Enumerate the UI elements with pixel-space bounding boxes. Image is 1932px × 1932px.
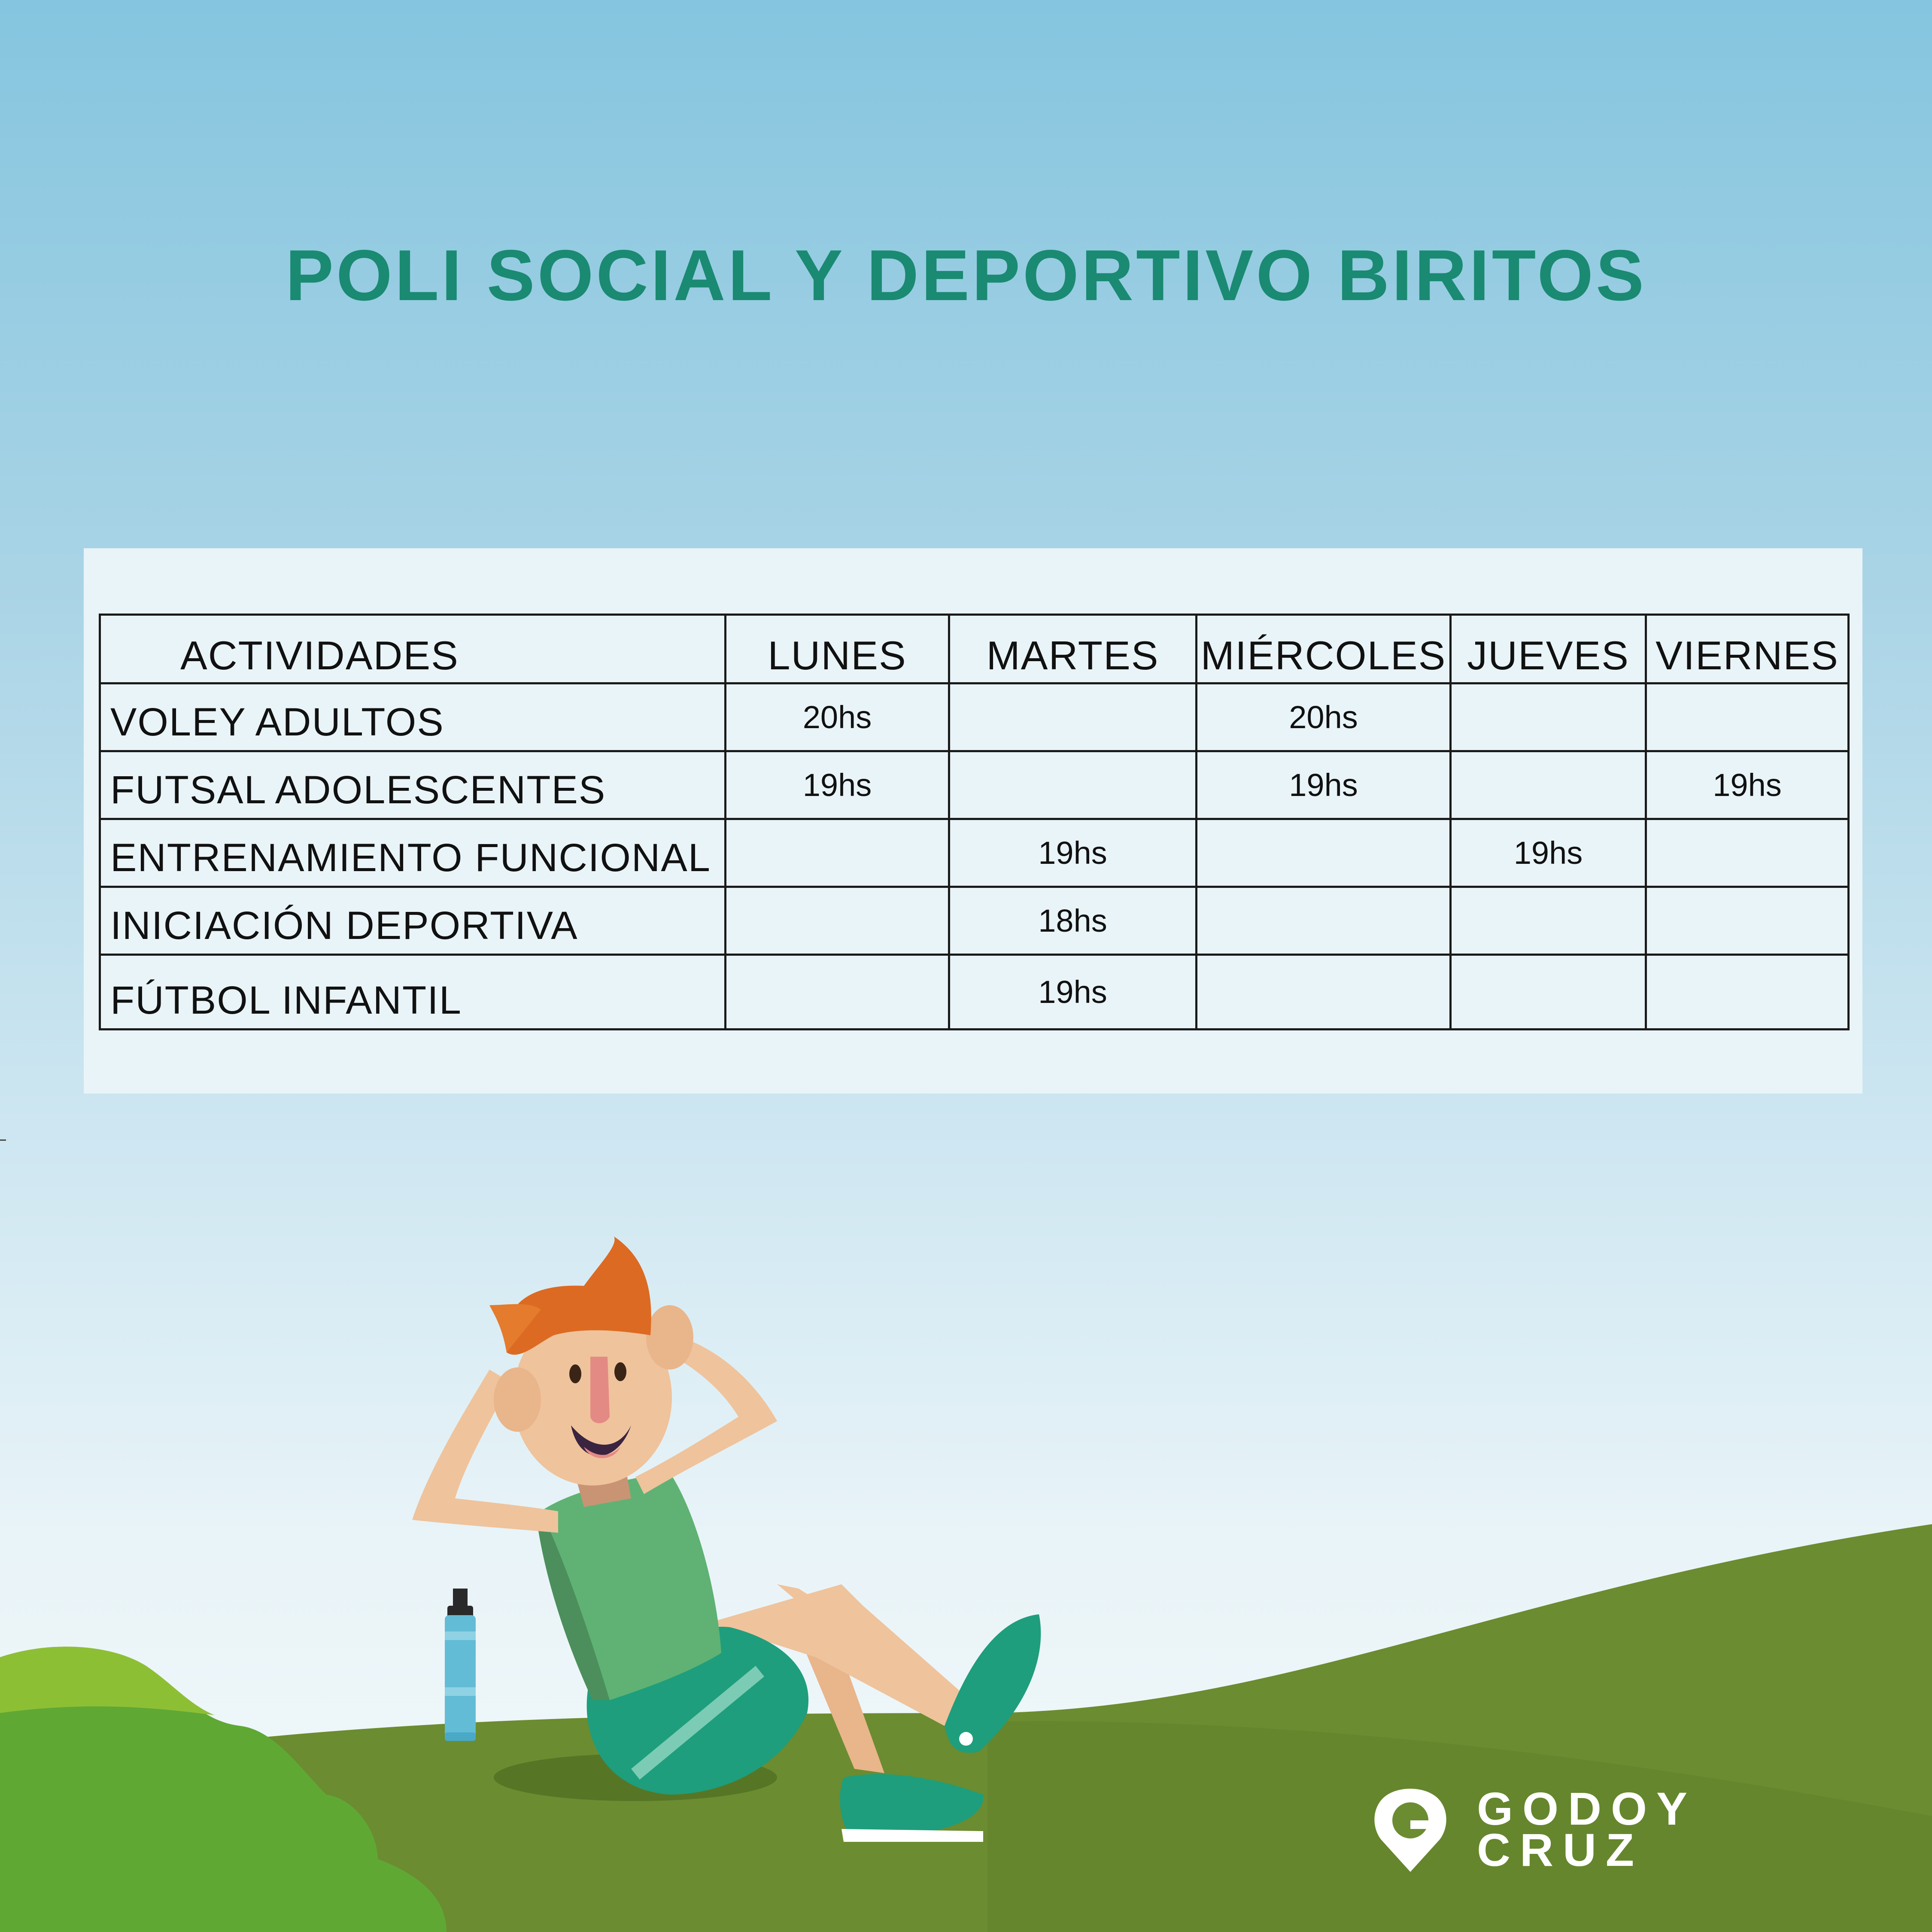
schedule-cell	[1195, 886, 1452, 956]
logo-text: GODOY CRUZ	[1477, 1783, 1697, 1876]
schedule-cell	[1449, 750, 1647, 820]
schedule-cell	[1449, 682, 1647, 752]
bush-icon	[0, 1646, 447, 1932]
divider	[0, 1139, 6, 1141]
column-header-lunes: LUNES	[724, 614, 950, 684]
schedule-cell	[1195, 954, 1452, 1030]
schedule-cell	[948, 750, 1197, 820]
table-row: FUTSAL ADOLESCENTES 19hs 19hs 19hs	[99, 750, 1850, 820]
schedule-cell	[724, 886, 950, 956]
schedule-cell: 20hs	[724, 682, 950, 752]
schedule-cell	[1645, 886, 1850, 956]
activity-name: ENTRENAMIENTO FUNCIONAL	[99, 818, 726, 888]
schedule-cell: 19hs	[1449, 818, 1647, 888]
schedule-cell	[1645, 682, 1850, 752]
schedule-cell	[1195, 818, 1452, 888]
schedule-table: ACTIVIDADES LUNES MARTES MIÉRCOLES JUEVE…	[99, 614, 1850, 1030]
activity-name: FUTSAL ADOLESCENTES	[99, 750, 726, 820]
table-row: ENTRENAMIENTO FUNCIONAL 19hs 19hs	[99, 818, 1850, 888]
godoy-cruz-logo: GODOY CRUZ	[1372, 1783, 1697, 1876]
schedule-cell	[1645, 818, 1850, 888]
location-pin-icon	[1374, 1789, 1446, 1872]
schedule-cell: 19hs	[948, 818, 1197, 888]
table-row: VOLEY ADULTOS 20hs 20hs	[99, 682, 1850, 752]
schedule-cell	[948, 682, 1197, 752]
column-header-jueves: JUEVES	[1449, 614, 1647, 684]
column-header-miercoles: MIÉRCOLES	[1195, 614, 1452, 684]
schedule-cell	[724, 818, 950, 888]
schedule-card: ACTIVIDADES LUNES MARTES MIÉRCOLES JUEVE…	[84, 548, 1862, 1094]
schedule-cell: 19hs	[724, 750, 950, 820]
table-header-row: ACTIVIDADES LUNES MARTES MIÉRCOLES JUEVE…	[99, 614, 1850, 684]
schedule-cell: 19hs	[1195, 750, 1452, 820]
logo-line-godoy: GODOY	[1477, 1783, 1697, 1835]
water-bottle-icon	[445, 1589, 476, 1741]
schedule-cell: 19hs	[1645, 750, 1850, 820]
schedule-cell: 18hs	[948, 886, 1197, 956]
page-title: POLI SOCIAL Y DEPORTIVO BIRITOS	[285, 235, 1647, 316]
schedule-cell	[1449, 954, 1647, 1030]
column-header-martes: MARTES	[948, 614, 1197, 684]
activity-name: FÚTBOL INFANTIL	[99, 954, 726, 1030]
schedule-cell	[1645, 954, 1850, 1030]
column-header-viernes: VIERNES	[1645, 614, 1850, 684]
activity-name: INICIACIÓN DEPORTIVA	[99, 886, 726, 956]
logo-line-cruz: CRUZ	[1477, 1824, 1643, 1876]
column-header-activities: ACTIVIDADES	[99, 614, 726, 684]
schedule-cell	[1449, 886, 1647, 956]
boy-doing-situps-icon	[412, 1236, 1041, 1842]
schedule-cell	[724, 954, 950, 1030]
table-row: INICIACIÓN DEPORTIVA 18hs	[99, 886, 1850, 956]
table-row: FÚTBOL INFANTIL 19hs	[99, 954, 1850, 1030]
schedule-cell: 19hs	[948, 954, 1197, 1030]
schedule-cell: 20hs	[1195, 682, 1452, 752]
activity-name: VOLEY ADULTOS	[99, 682, 726, 752]
